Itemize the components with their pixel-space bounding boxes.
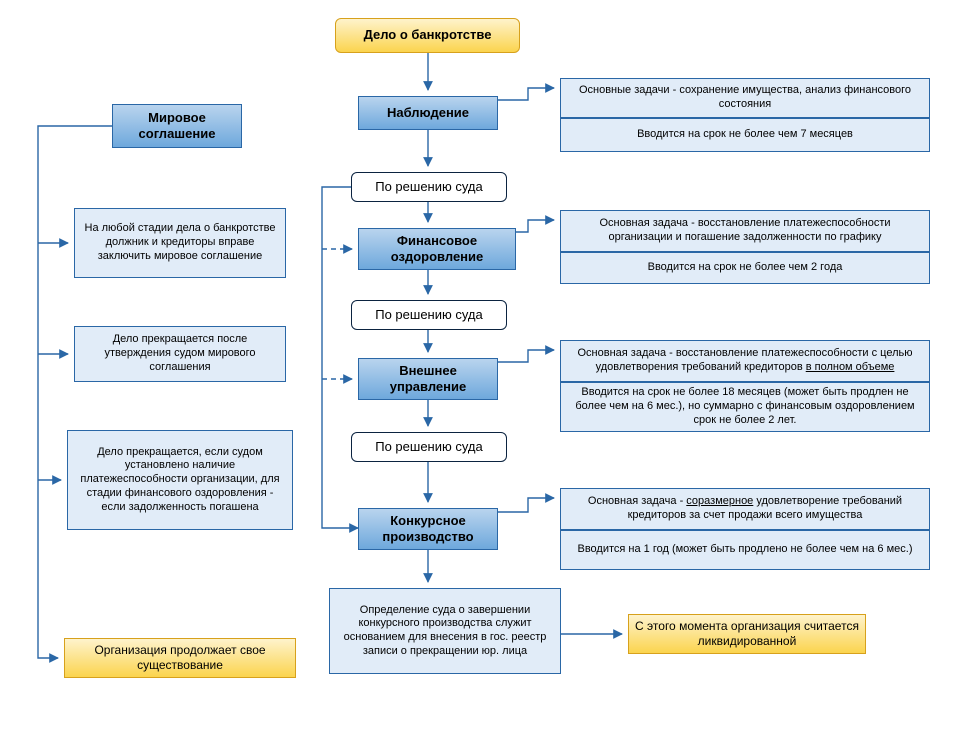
node-stage3: Внешнее управление (358, 358, 498, 400)
node-finish-label: Определение суда о завершении конкурсног… (336, 604, 554, 659)
node-info4b: Вводится на 1 год (может быть продлено н… (560, 530, 930, 570)
node-info4a: Основная задача - соразмерное удовлетвор… (560, 488, 930, 530)
node-left2-label: Дело прекращается после утверждения судо… (81, 333, 279, 374)
node-left2: Дело прекращается после утверждения судо… (74, 326, 286, 382)
node-stage2: Финансовое оздоровление (358, 228, 516, 270)
node-info3b-label: Вводится на срок не более 18 месяцев (мо… (567, 386, 923, 427)
node-left1-label: На любой стадии дела о банкротстве должн… (81, 222, 279, 263)
edge-11 (498, 498, 554, 512)
edge-8 (498, 88, 554, 100)
node-mirovoe: Мировое соглашение (112, 104, 242, 148)
node-stage1: Наблюдение (358, 96, 498, 130)
edge-16 (38, 126, 112, 658)
edge-13 (322, 187, 358, 528)
node-info2b: Вводится на срок не более чем 2 года (560, 252, 930, 284)
node-info2a: Основная задача - восстановление платеже… (560, 210, 930, 252)
node-continues: Организация продолжает свое существовани… (64, 638, 296, 678)
node-title: Дело о банкротстве (335, 18, 520, 53)
node-title-label: Дело о банкротстве (364, 27, 492, 43)
node-info4b-label: Вводится на 1 год (может быть продлено н… (577, 543, 912, 557)
node-stage3-label: Внешнее управление (365, 363, 491, 396)
node-left3: Дело прекращается, если судом установлен… (67, 430, 293, 530)
node-left3-label: Дело прекращается, если судом установлен… (74, 446, 286, 515)
node-stage4-label: Конкурсное производство (365, 513, 491, 546)
edge-9 (516, 220, 554, 232)
node-liquidated-label: С этого момента организация считается ли… (635, 619, 859, 649)
node-info2a-label: Основная задача - восстановление платеже… (567, 217, 923, 245)
node-info3a-label: Основная задача - восстановление платеже… (567, 347, 923, 375)
edge-10 (498, 350, 554, 362)
node-left1: На любой стадии дела о банкротстве должн… (74, 208, 286, 278)
node-info1a-label: Основные задачи - сохранение имущества, … (567, 84, 923, 112)
node-court2: По решению суда (351, 300, 507, 330)
node-court2-label: По решению суда (375, 307, 483, 323)
node-court1-label: По решению суда (375, 179, 483, 195)
node-info1b: Вводится на срок не более чем 7 месяцев (560, 118, 930, 152)
node-court3-label: По решению суда (375, 439, 483, 455)
node-info1a: Основные задачи - сохранение имущества, … (560, 78, 930, 118)
node-info3a: Основная задача - восстановление платеже… (560, 340, 930, 382)
node-stage2-label: Финансовое оздоровление (365, 233, 509, 266)
node-stage4: Конкурсное производство (358, 508, 498, 550)
node-info3b: Вводится на срок не более 18 месяцев (мо… (560, 382, 930, 432)
node-court3: По решению суда (351, 432, 507, 462)
node-finish: Определение суда о завершении конкурсног… (329, 588, 561, 674)
node-court1: По решению суда (351, 172, 507, 202)
node-info4a-label: Основная задача - соразмерное удовлетвор… (567, 495, 923, 523)
node-info1b-label: Вводится на срок не более чем 7 месяцев (637, 128, 853, 142)
node-info2b-label: Вводится на срок не более чем 2 года (648, 261, 843, 275)
node-mirovoe-label: Мировое соглашение (119, 110, 235, 143)
node-stage1-label: Наблюдение (387, 105, 469, 121)
node-continues-label: Организация продолжает свое существовани… (71, 643, 289, 673)
node-liquidated: С этого момента организация считается ли… (628, 614, 866, 654)
